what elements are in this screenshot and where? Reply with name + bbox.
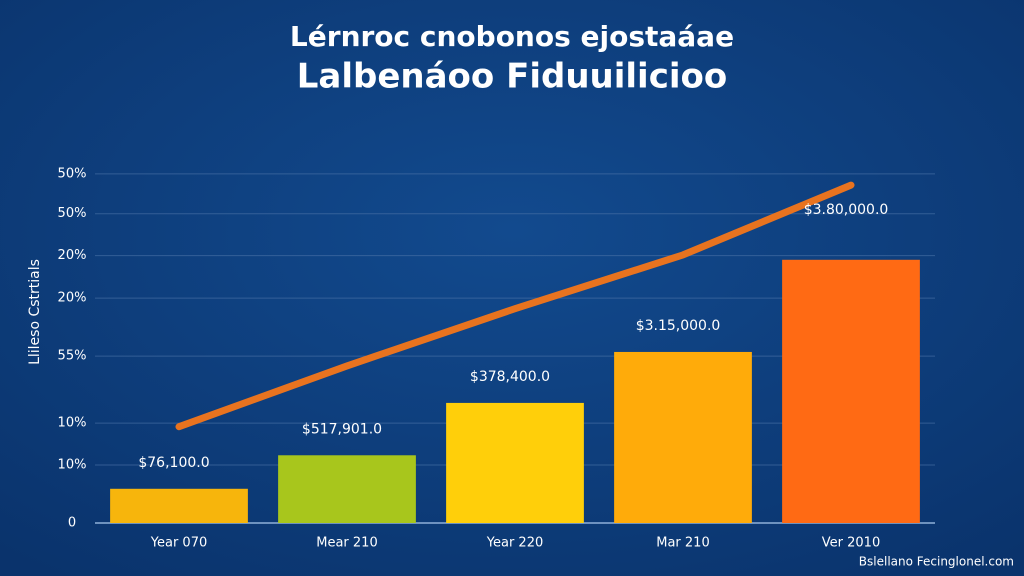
bar bbox=[446, 402, 584, 523]
y-tick-label: 10% bbox=[58, 416, 87, 431]
x-tick-label: Year 070 bbox=[150, 536, 207, 551]
y-tick-label: 50% bbox=[58, 206, 87, 221]
annotation: $378,400.0 bbox=[470, 369, 550, 385]
y-tick-label: 20% bbox=[58, 248, 87, 263]
y-tick-label: 20% bbox=[58, 291, 87, 306]
x-tick-label: Year 220 bbox=[486, 536, 543, 551]
y-axis-label: Llileso Cstrtials bbox=[27, 259, 43, 365]
y-tick-label: 50% bbox=[58, 166, 87, 181]
annotation: $3.15,000.0 bbox=[636, 318, 721, 334]
annotation: $76,100.0 bbox=[138, 455, 209, 471]
y-tick-label: 10% bbox=[58, 458, 87, 473]
x-tick-label: Mar 210 bbox=[656, 536, 709, 551]
x-tick-label: Ver 2010 bbox=[822, 536, 880, 551]
bar bbox=[614, 351, 752, 523]
y-tick-label: 0 bbox=[68, 516, 76, 531]
annotation: $3.80,000.0 bbox=[804, 202, 889, 218]
bar bbox=[278, 455, 416, 523]
chart-title: Lérnroc cnobonos ejostaáae bbox=[290, 20, 734, 53]
bar bbox=[782, 259, 920, 523]
trend-line bbox=[175, 181, 855, 431]
bar bbox=[110, 488, 248, 523]
x-tick-label: Mear 210 bbox=[316, 536, 377, 551]
chart-subtitle: Lalbenáoo Fiduuilicioo bbox=[297, 57, 727, 97]
source: Bslellano Fecinglonel.com bbox=[859, 555, 1014, 569]
annotation: $517,901.0 bbox=[302, 421, 382, 437]
y-tick-label: 55% bbox=[58, 349, 87, 364]
